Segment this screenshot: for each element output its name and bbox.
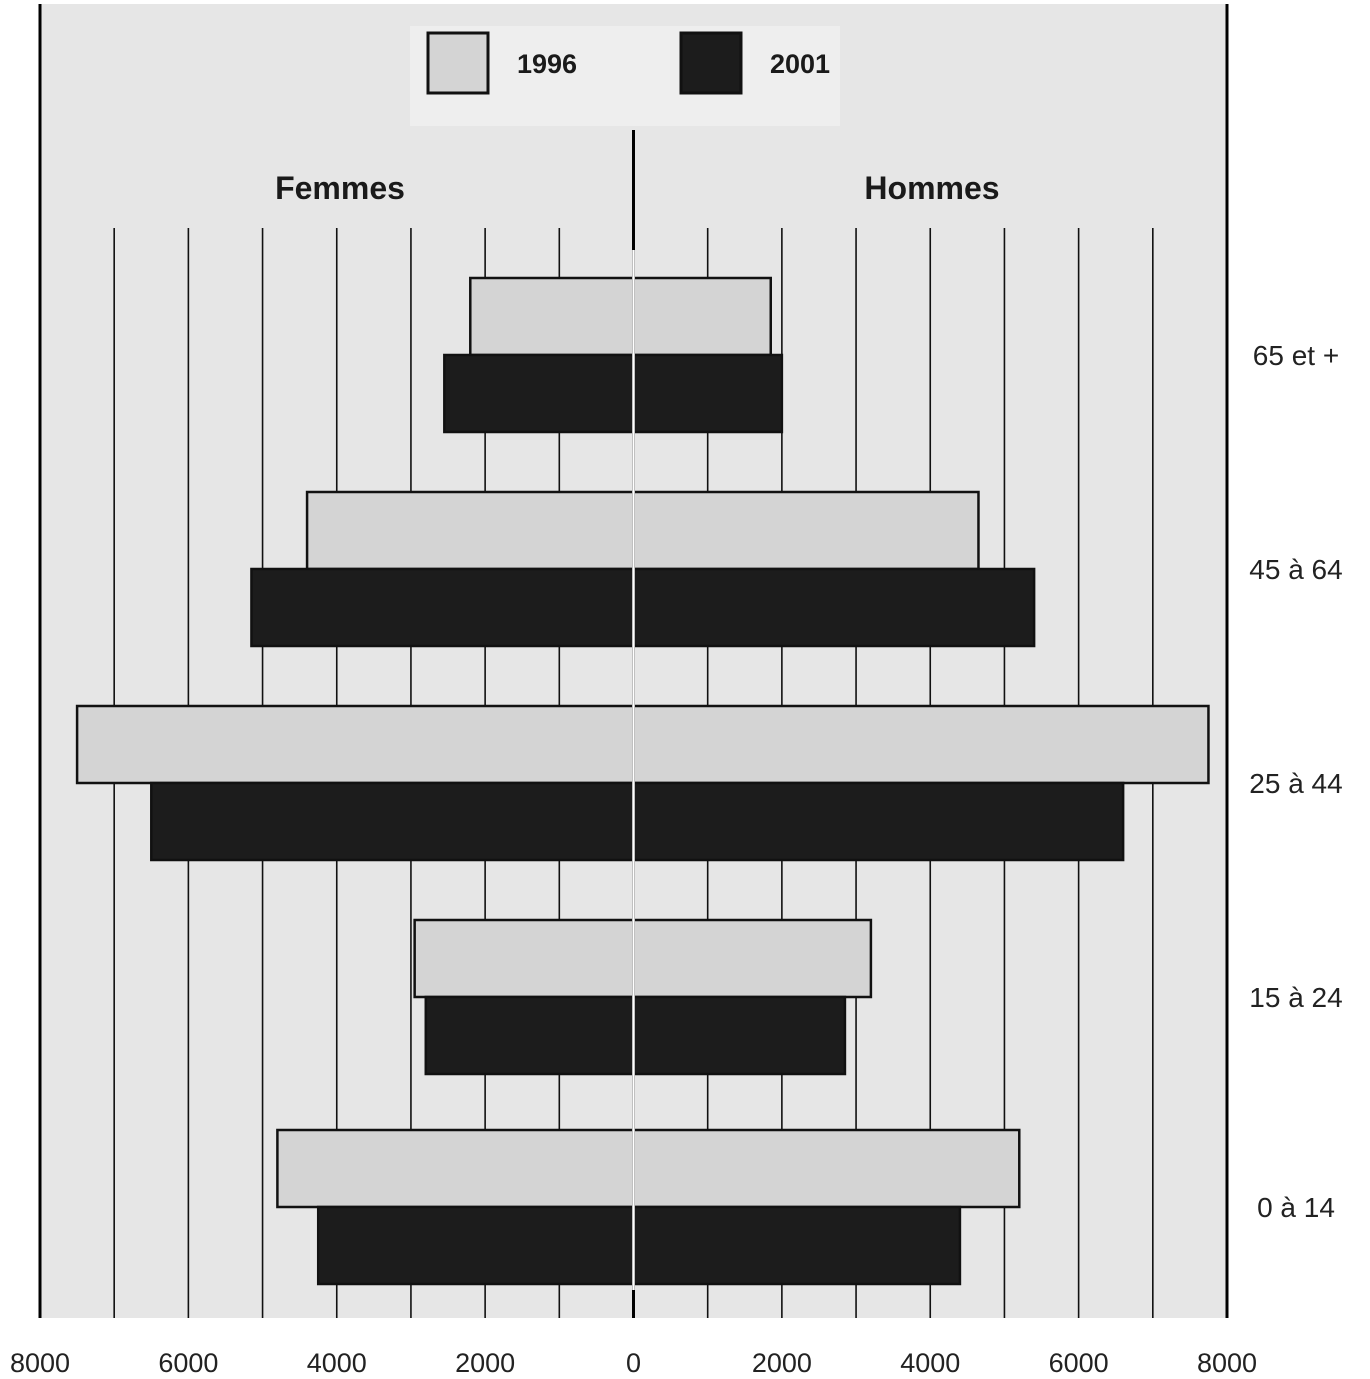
bar-femmes-2001-15-a-24 — [424, 995, 635, 1076]
legend-swatch-1996 — [426, 31, 490, 95]
bar-femmes-1996-0-a-14 — [276, 1128, 635, 1209]
x-tick-label: 4000 — [900, 1348, 960, 1378]
bar-hommes-2001-45-a-64 — [632, 567, 1036, 648]
x-tick-label: 2000 — [455, 1348, 515, 1378]
category-labels: 65 et + 45 à 64 25 à 44 15 à 24 0 à 14 — [1249, 340, 1342, 1223]
bar-hommes-1996-25-a-44 — [632, 704, 1210, 785]
x-tick-label: 8000 — [10, 1348, 70, 1378]
bar-femmes-1996-25-a-44 — [75, 704, 635, 785]
legend: 1996 2001 — [410, 26, 840, 126]
bar-hommes-1996-0-a-14 — [632, 1128, 1021, 1209]
bar-hommes-2001-15-a-24 — [632, 995, 847, 1076]
bar-femmes-2001-45-a-64 — [250, 567, 635, 648]
bar-hommes-1996-15-a-24 — [632, 918, 873, 999]
legend-label-2001: 2001 — [770, 49, 830, 79]
x-tick-label: 6000 — [158, 1348, 218, 1378]
bars — [75, 276, 1210, 1286]
bar-femmes-1996-65-et — [469, 276, 635, 357]
x-tick-label: 0 — [626, 1348, 641, 1378]
legend-label-1996: 1996 — [517, 49, 577, 79]
x-tick-label: 2000 — [752, 1348, 812, 1378]
bar-hommes-2001-0-a-14 — [632, 1205, 962, 1286]
hommes-label: Hommes — [864, 170, 999, 206]
category-label-65-et: 65 et + — [1253, 340, 1339, 371]
bar-femmes-1996-15-a-24 — [413, 918, 635, 999]
bar-hommes-2001-25-a-44 — [632, 781, 1125, 862]
category-label-25-a-44: 25 à 44 — [1249, 768, 1342, 799]
bar-femmes-2001-0-a-14 — [316, 1205, 635, 1286]
bar-femmes-1996-45-a-64 — [305, 490, 635, 571]
bar-femmes-2001-25-a-44 — [150, 781, 635, 862]
bar-hommes-1996-65-et — [632, 276, 772, 357]
bar-femmes-2001-65-et — [443, 353, 635, 434]
category-label-0-a-14: 0 à 14 — [1257, 1192, 1335, 1223]
category-label-45-a-64: 45 à 64 — [1249, 554, 1342, 585]
x-tick-label: 4000 — [307, 1348, 367, 1378]
category-label-15-a-24: 15 à 24 — [1249, 982, 1342, 1013]
x-tick-labels: 8000 6000 4000 2000 0 2000 4000 6000 8000 — [10, 1348, 1257, 1378]
axes — [38, 4, 1229, 1318]
bar-hommes-2001-65-et — [632, 353, 784, 434]
legend-swatch-2001 — [679, 31, 743, 95]
x-tick-label: 6000 — [1049, 1348, 1109, 1378]
x-tick-label: 8000 — [1197, 1348, 1257, 1378]
bar-hommes-1996-45-a-64 — [632, 490, 980, 571]
femmes-label: Femmes — [275, 170, 405, 206]
